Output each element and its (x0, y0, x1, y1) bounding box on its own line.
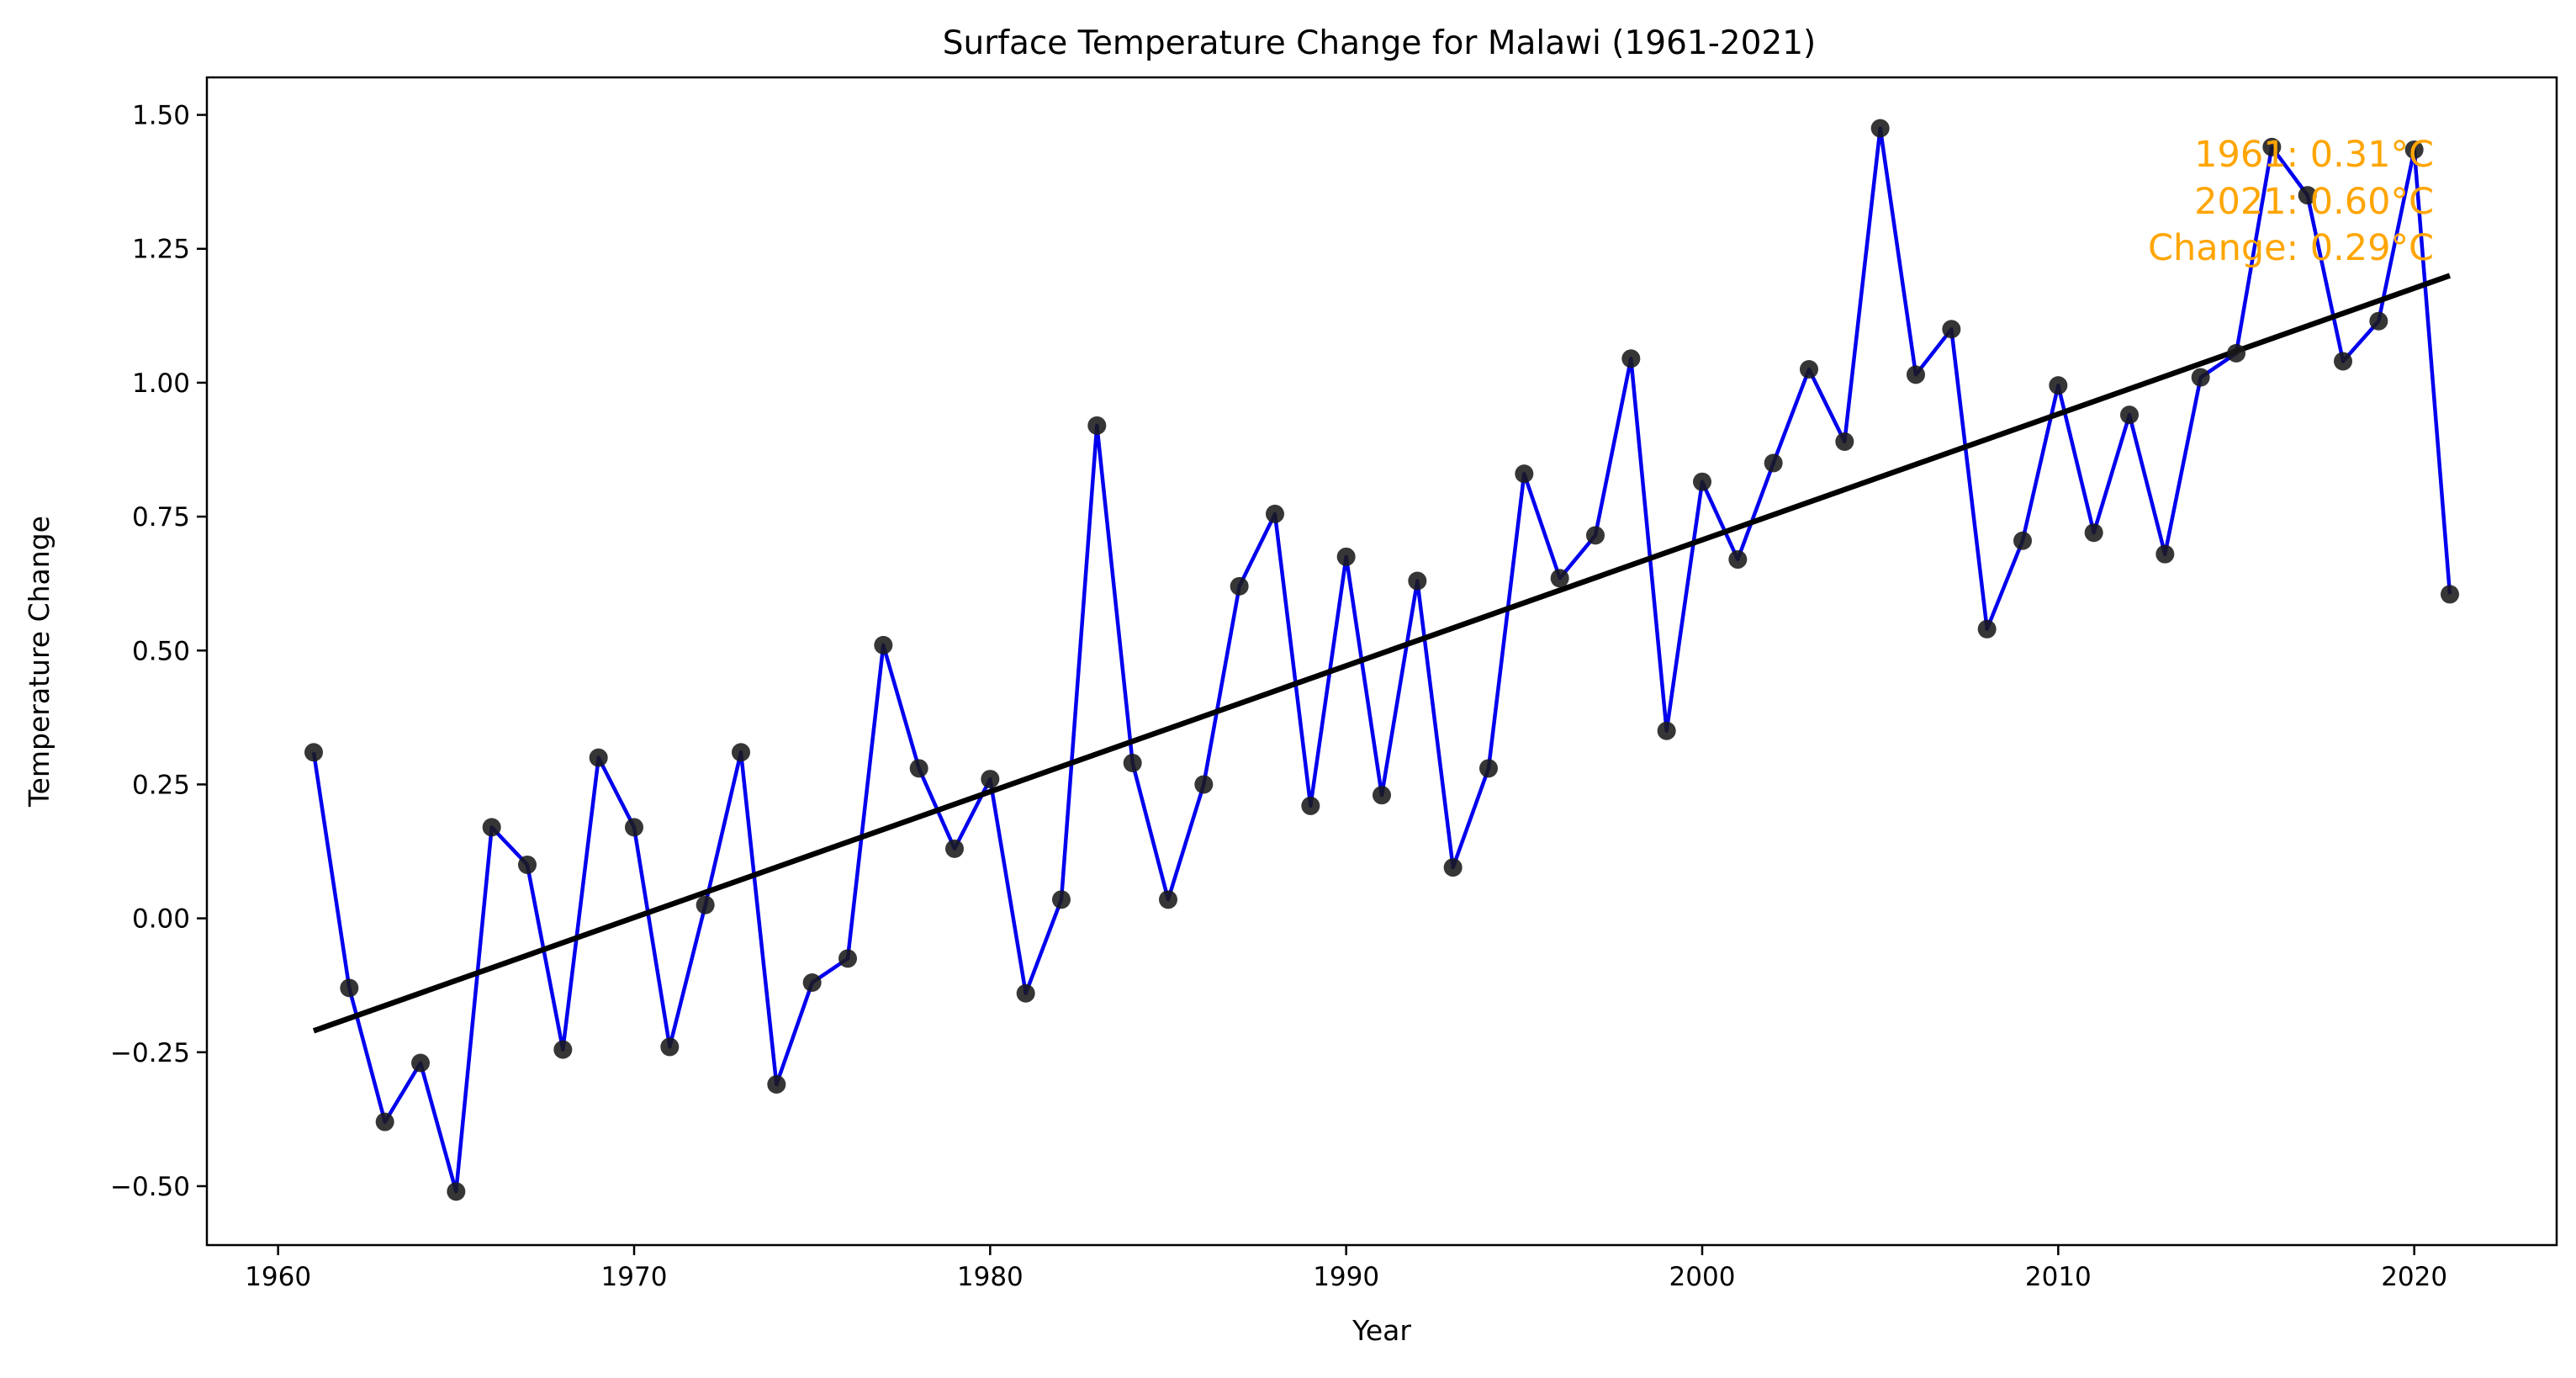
data-point (1764, 453, 1783, 473)
data-point (1728, 550, 1748, 570)
y-tick-label: 0.75 (132, 502, 190, 533)
data-point (1052, 890, 1071, 909)
data-point (909, 759, 928, 778)
data-point (1016, 983, 1035, 1003)
data-point (1373, 786, 1391, 805)
data-point (1479, 759, 1498, 778)
data-point (1266, 504, 1284, 523)
y-tick-label: 0.00 (132, 904, 190, 935)
data-point (1800, 360, 1818, 379)
data-point (482, 818, 501, 837)
data-point (2262, 137, 2282, 156)
data-point (945, 839, 964, 858)
x-tick-label: 2010 (2025, 1262, 2092, 1292)
data-point (2298, 186, 2317, 205)
x-tick-label: 1970 (601, 1262, 668, 1292)
data-point (589, 748, 608, 767)
data-point (1977, 619, 1997, 639)
data-point (2049, 376, 2068, 395)
data-point (518, 855, 537, 874)
y-tick-label: −0.50 (110, 1172, 190, 1202)
y-tick-label: 1.00 (132, 368, 190, 399)
data-point (1870, 119, 1890, 138)
data-point (802, 973, 822, 993)
data-point (553, 1040, 573, 1059)
data-point (1194, 775, 1214, 794)
data-point (375, 1112, 394, 1132)
data-point (1301, 796, 1320, 815)
y-tick-label: 1.50 (132, 101, 190, 131)
data-point (1657, 721, 1676, 740)
data-point (1907, 365, 1925, 384)
data-point (696, 895, 715, 914)
data-point (2369, 311, 2388, 331)
data-point (1835, 432, 1854, 451)
data-point (625, 818, 643, 837)
plot-area (304, 119, 2459, 1201)
data-point (1443, 858, 1463, 877)
data-point (1087, 416, 1107, 435)
x-tick-label: 2000 (1669, 1262, 1736, 1292)
series-line (311, 126, 2452, 1194)
chart-title: Surface Temperature Change for Malawi (1… (943, 24, 1817, 62)
x-tick-label: 1980 (957, 1262, 1024, 1292)
data-point (340, 978, 359, 998)
x-tick-label: 1960 (245, 1262, 311, 1292)
y-tick-label: −0.25 (110, 1038, 190, 1068)
data-point (1693, 472, 1711, 491)
data-point (2334, 352, 2352, 371)
y-tick-label: 0.50 (132, 636, 190, 666)
data-point (1159, 890, 1177, 909)
annotation-line: 1961: 0.31°C (2194, 134, 2434, 176)
data-point (2155, 544, 2175, 564)
data-point (2191, 368, 2210, 387)
data-point (2404, 140, 2424, 159)
data-point (2084, 523, 2103, 543)
data-point (1230, 576, 1249, 596)
y-axis: −0.50 −0.25 0.00 0.25 0.50 0.75 1.00 1.25 1.50 (110, 101, 207, 1202)
data-point (1123, 753, 1142, 772)
y-tick-label: 1.25 (132, 235, 190, 265)
data-point (1550, 569, 1569, 588)
data-point (2227, 343, 2245, 363)
data-point (838, 949, 857, 968)
data-point (732, 743, 750, 762)
data-point (1408, 571, 1427, 591)
data-point (660, 1037, 680, 1057)
data-point (2013, 531, 2032, 550)
data-point (874, 635, 893, 655)
x-tick-label: 2020 (2381, 1262, 2447, 1292)
data-point (767, 1074, 786, 1094)
y-tick-label: 0.25 (132, 770, 190, 800)
data-point (304, 743, 323, 762)
trend-line (312, 273, 2452, 1034)
data-point (1621, 349, 1641, 368)
y-axis-title: Temperature Change (23, 516, 56, 808)
data-point (1515, 464, 1534, 484)
x-axis-title: Year (1351, 1314, 1411, 1347)
annotation-line: 2021: 0.60°C (2194, 181, 2434, 223)
data-point (981, 770, 1000, 789)
data-point (2441, 585, 2459, 604)
data-point (1336, 547, 1356, 566)
data-point (2120, 405, 2139, 425)
data-point (411, 1053, 430, 1073)
annotation-line: Change: 0.29°C (2148, 227, 2434, 269)
plot-frame (205, 76, 2558, 1247)
data-point (1586, 526, 1605, 545)
x-tick-label: 1990 (1313, 1262, 1379, 1292)
x-axis: 1960 1970 1980 1990 2000 2010 2020 (245, 1245, 2447, 1292)
data-point (447, 1182, 466, 1201)
data-point (1942, 320, 1961, 339)
